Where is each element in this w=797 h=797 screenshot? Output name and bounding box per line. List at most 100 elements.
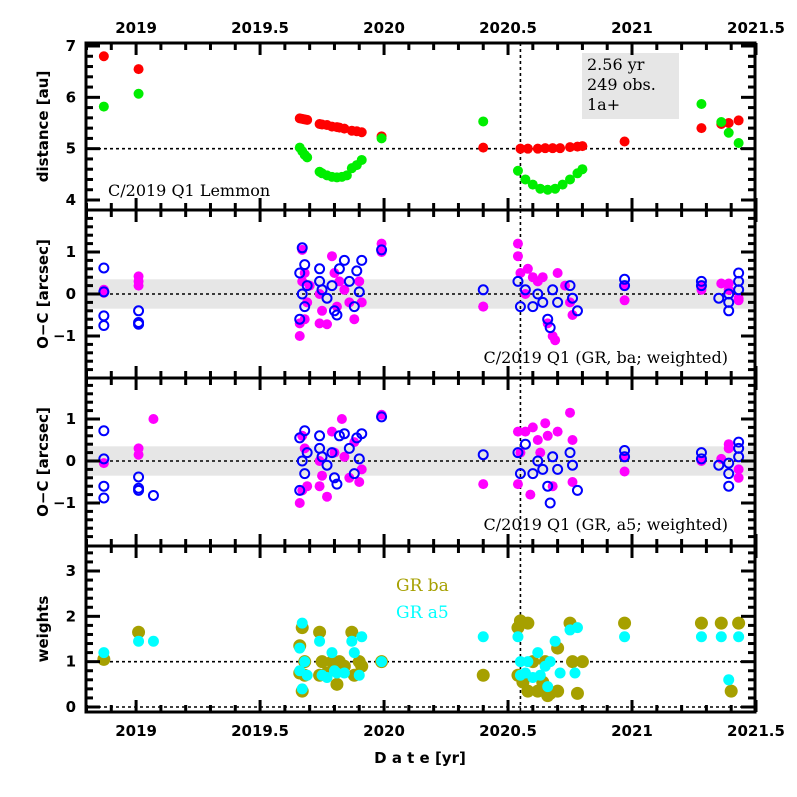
data-point bbox=[522, 143, 533, 154]
data-point-open bbox=[353, 453, 365, 465]
data-point bbox=[294, 331, 305, 341]
data-point bbox=[540, 418, 551, 429]
y-tick-label: 5 bbox=[66, 140, 76, 158]
data-point-open bbox=[316, 284, 328, 296]
data-point-open bbox=[356, 428, 368, 440]
data-point bbox=[148, 414, 159, 424]
data-point bbox=[339, 284, 350, 295]
data-point-open bbox=[619, 280, 631, 292]
data-point-open bbox=[695, 453, 707, 465]
data-point-open bbox=[98, 492, 110, 504]
weight-point bbox=[314, 635, 326, 647]
y-tick-label: 1 bbox=[66, 243, 76, 261]
data-point-open bbox=[527, 301, 539, 313]
x-tick-label-bottom: 2021 bbox=[611, 722, 653, 740]
data-point bbox=[133, 449, 144, 460]
weight-point bbox=[348, 647, 360, 659]
data-point-open bbox=[733, 284, 745, 296]
weight-point bbox=[476, 668, 490, 682]
data-point bbox=[354, 477, 365, 487]
data-point-open bbox=[477, 449, 489, 461]
data-point bbox=[512, 238, 523, 249]
data-point bbox=[478, 301, 489, 312]
data-point-open bbox=[512, 447, 524, 459]
data-point-open bbox=[619, 445, 631, 456]
data-point bbox=[557, 179, 568, 190]
data-point-open bbox=[331, 478, 343, 490]
data-point-open bbox=[133, 471, 145, 483]
data-point-open bbox=[296, 242, 308, 254]
data-point-open bbox=[567, 459, 579, 471]
weight-point bbox=[732, 616, 746, 630]
weight-point bbox=[313, 625, 327, 639]
y-axis-label: distance [au] bbox=[34, 71, 52, 183]
data-point bbox=[133, 88, 144, 99]
weight-point bbox=[570, 686, 584, 700]
data-point-open bbox=[713, 459, 725, 471]
data-point-open bbox=[519, 284, 531, 296]
data-point-open bbox=[723, 468, 735, 480]
data-point bbox=[341, 170, 352, 181]
weight-point bbox=[532, 647, 544, 659]
data-point-open bbox=[619, 451, 631, 463]
data-point-open bbox=[343, 275, 355, 287]
weight-point bbox=[296, 617, 308, 629]
data-point-open bbox=[351, 265, 363, 277]
data-point bbox=[537, 272, 548, 283]
data-point-open bbox=[147, 489, 159, 501]
tolerance-band bbox=[86, 446, 755, 476]
weight-point bbox=[694, 616, 708, 630]
data-point-open bbox=[571, 305, 583, 317]
data-point bbox=[322, 491, 333, 502]
data-point-open bbox=[98, 262, 110, 274]
weight-point bbox=[714, 616, 728, 630]
y-axis-label: O−C [arcsec] bbox=[34, 407, 52, 517]
data-point-open bbox=[294, 432, 306, 444]
info-box-line: 1a+ bbox=[587, 95, 620, 114]
y-tick-label: 0 bbox=[66, 452, 76, 470]
data-point-open bbox=[512, 275, 524, 287]
data-point-open bbox=[532, 288, 544, 300]
data-point bbox=[515, 143, 526, 154]
info-box bbox=[582, 53, 679, 119]
data-point-open bbox=[356, 254, 368, 266]
data-point-open bbox=[547, 451, 559, 463]
data-point-open bbox=[537, 296, 549, 308]
data-point bbox=[317, 470, 328, 481]
panel-frame bbox=[84, 544, 757, 714]
data-point-open bbox=[299, 425, 311, 437]
data-point-open bbox=[299, 301, 311, 313]
data-point bbox=[552, 268, 563, 278]
x-tick-label-bottom: 2020.5 bbox=[479, 722, 537, 740]
data-point bbox=[304, 280, 315, 291]
data-point-open bbox=[321, 292, 333, 304]
data-point bbox=[696, 123, 707, 134]
data-point bbox=[532, 435, 543, 445]
data-point bbox=[542, 430, 553, 441]
info-box-line: 2.56 yr bbox=[587, 55, 645, 74]
data-point bbox=[550, 183, 561, 194]
data-point bbox=[716, 116, 727, 127]
weight-point bbox=[346, 635, 358, 647]
weight-point bbox=[534, 669, 546, 681]
data-point-open bbox=[98, 286, 110, 298]
data-point bbox=[512, 426, 523, 437]
data-point bbox=[567, 310, 578, 320]
data-point bbox=[527, 179, 538, 190]
y-tick-label: 0 bbox=[66, 285, 76, 303]
weight-point bbox=[345, 625, 359, 639]
data-point-open bbox=[353, 286, 365, 298]
data-point-open bbox=[133, 484, 145, 496]
weight-point bbox=[299, 656, 311, 668]
data-point-open bbox=[514, 301, 526, 313]
data-point bbox=[532, 143, 543, 154]
data-point bbox=[322, 319, 333, 330]
data-point bbox=[733, 115, 744, 126]
weight-point bbox=[542, 681, 554, 693]
data-point-open bbox=[98, 480, 110, 492]
x-tick-label-bottom: 2019 bbox=[115, 722, 157, 740]
data-point-open bbox=[532, 455, 544, 467]
panel-title-distance: C/2019 Q1 Lemmon bbox=[108, 181, 270, 200]
data-point-open bbox=[552, 296, 564, 308]
weight-point bbox=[724, 684, 738, 698]
